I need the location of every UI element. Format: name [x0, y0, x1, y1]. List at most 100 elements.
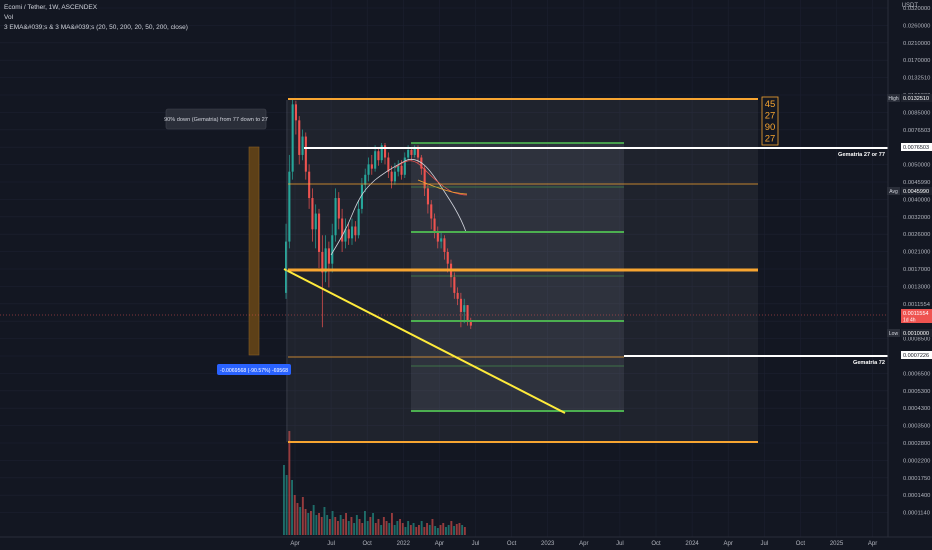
candle-body	[308, 171, 311, 199]
volume-bar	[364, 511, 366, 535]
volume-bar	[407, 521, 410, 535]
volume-bar	[285, 475, 288, 535]
volume-bar	[323, 507, 326, 535]
volume-bar	[450, 521, 453, 535]
volume-bar	[350, 517, 353, 535]
candle-body	[463, 305, 466, 312]
volume-bar	[301, 497, 304, 535]
candle-body	[318, 213, 321, 252]
candle-body	[407, 149, 410, 158]
candles-layer	[285, 99, 472, 329]
candle-body	[426, 188, 429, 205]
price-tick-label: 0.0005300	[903, 389, 930, 395]
candle-body	[390, 171, 393, 182]
candle-body	[294, 104, 297, 121]
price-tick-label: 0.0170000	[903, 58, 930, 64]
numbers-box	[761, 96, 779, 146]
volume-bar	[334, 517, 337, 535]
time-tick-label: 2025	[830, 541, 844, 547]
volume-bar	[372, 513, 374, 535]
candle-body	[430, 204, 433, 219]
time-tick-label: Apr	[724, 541, 733, 547]
volume-bar	[380, 525, 383, 535]
yellow-trend-line	[283, 268, 566, 414]
volume-bar	[339, 515, 342, 535]
candle-body	[423, 168, 426, 189]
time-tick-label: Oct	[363, 541, 373, 547]
price-tick-label: 0.0045990	[903, 180, 930, 186]
volume-bar	[328, 519, 331, 535]
volume-bar	[304, 509, 307, 535]
volume-bar	[355, 515, 358, 535]
symbol-title[interactable]: Ecomi / Tether, 1W, ASCENDEX	[4, 4, 98, 11]
volume-bar	[431, 519, 434, 535]
candle-body	[413, 147, 416, 155]
volume-bar	[455, 524, 458, 535]
price-tick-label: 0.0004300	[903, 406, 930, 412]
volume-bar	[404, 527, 407, 535]
avg-tag-label: Avg	[889, 189, 898, 195]
candle-body	[466, 305, 469, 321]
candle-body	[344, 229, 347, 242]
volume-bar	[393, 525, 396, 535]
volume-bar	[337, 521, 339, 535]
indicator-label[interactable]: 3 EMA&#039;s & 3 MA&#039;s (20, 50, 200,…	[4, 24, 188, 31]
candle-body	[327, 248, 330, 264]
volume-bar	[374, 523, 377, 535]
volume-bar	[436, 528, 439, 535]
candle-body	[397, 165, 400, 172]
time-tick-label: Apr	[290, 541, 299, 547]
ma-line-white	[330, 158, 467, 256]
candle-body	[324, 248, 327, 273]
gematria-low-value-text: 0.0007226	[903, 353, 929, 359]
candle-body	[334, 198, 337, 236]
volume-bar	[361, 523, 364, 535]
candle-body	[433, 218, 436, 233]
labels-layer: 90% down (Gematria) from 77 down to 27 -0…	[164, 96, 885, 375]
candle-body	[374, 151, 377, 169]
volume-bar	[399, 519, 401, 535]
volume-bar	[458, 523, 461, 535]
volume-bar	[426, 523, 428, 535]
time-tick-label: Oct	[796, 541, 806, 547]
candle-body	[351, 226, 354, 239]
volume-bar	[453, 526, 455, 535]
candle-body	[298, 120, 301, 155]
volume-bar	[315, 515, 318, 535]
grid-layer	[0, 0, 888, 537]
price-unit-label: USDT	[901, 3, 918, 9]
volume-bar	[415, 527, 418, 535]
volume-label[interactable]: Vol	[4, 14, 14, 21]
high-tag-label: High	[888, 96, 899, 102]
volume-bar	[366, 521, 369, 535]
gematria-top-value-text: 0.0076503	[903, 145, 929, 151]
high-value-text: 0.0132510	[903, 96, 929, 102]
price-tick-label: 0.0013000	[903, 284, 930, 290]
current-sub-text: 1d 4h	[903, 318, 916, 324]
price-tick-label: 0.0026000	[903, 232, 930, 238]
volume-bar	[377, 519, 380, 535]
volume-bar	[391, 513, 393, 535]
time-tick-label: Jul	[760, 541, 768, 547]
price-tick-label: 0.0002800	[903, 441, 930, 447]
volume-bar	[342, 519, 345, 535]
volume-bar	[318, 513, 320, 535]
volume-bar	[412, 523, 415, 535]
price-tick-label: 0.0017000	[903, 267, 930, 273]
low-tag-box	[887, 329, 900, 337]
candle-body	[417, 147, 420, 158]
gematria-top-value-badge	[901, 143, 932, 151]
candle-body	[387, 157, 390, 172]
price-tick-label: 0.0001140	[903, 511, 930, 517]
price-tick-label: 0.0076503	[903, 128, 930, 134]
time-tick-label: Jul	[616, 541, 624, 547]
time-tick-label: Oct	[651, 541, 661, 547]
chart-header: Ecomi / Tether, 1W, ASCENDEX Vol 3 EMA&#…	[4, 3, 188, 33]
candle-body	[321, 251, 324, 273]
volume-bar	[382, 517, 385, 535]
callout-box	[165, 108, 267, 130]
gematria-number: 90	[765, 122, 776, 133]
volume-bar	[388, 523, 391, 535]
